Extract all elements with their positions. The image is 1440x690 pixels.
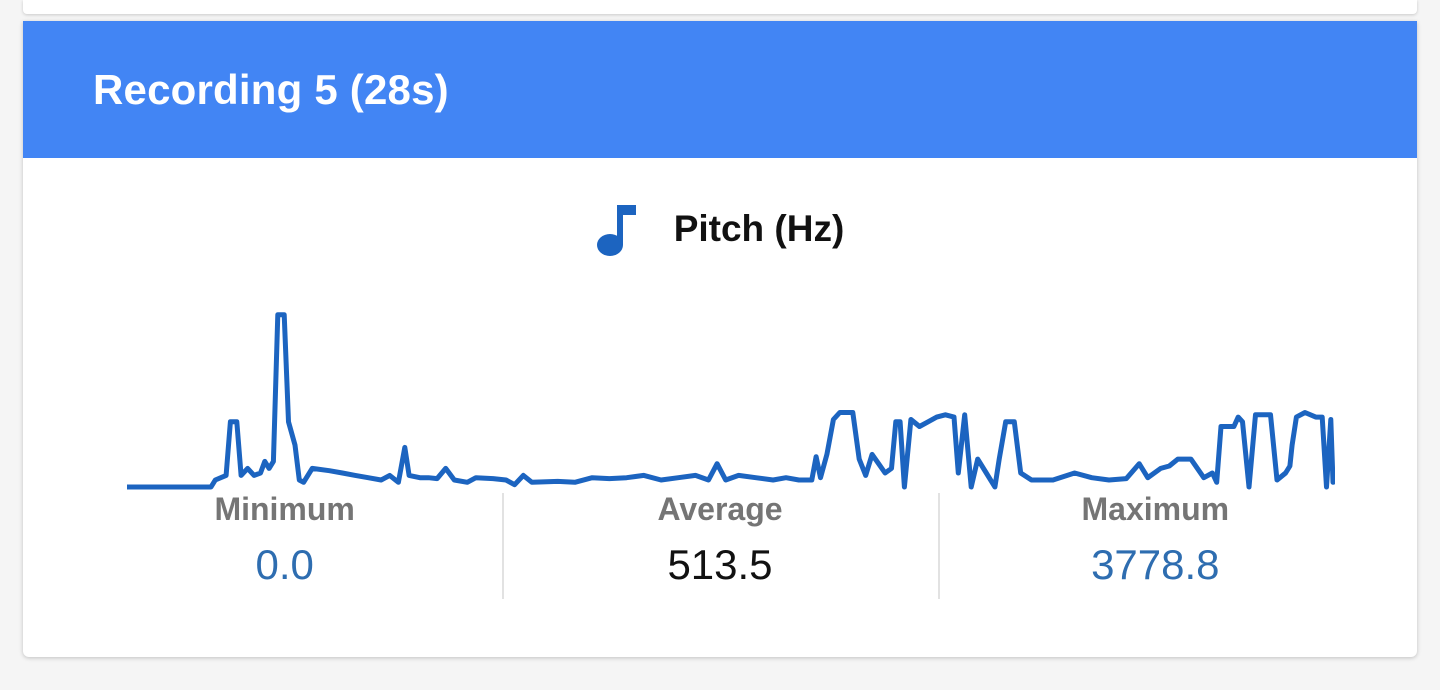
- recording-title: Recording 5 (28s): [93, 65, 449, 113]
- metric-heading: Pitch (Hz): [23, 199, 1417, 259]
- stats-row: Minimum 0.0 Average 513.5 Maximum 3778.8: [67, 491, 1373, 601]
- recording-card: Recording 5 (28s) Pitch (Hz) Minimum 0.0…: [23, 21, 1417, 657]
- stat-average: Average 513.5: [502, 491, 937, 601]
- stat-value-average: 513.5: [667, 541, 773, 588]
- pitch-chart: [127, 303, 1335, 493]
- stat-value-maximum: 3778.8: [1091, 541, 1220, 588]
- music-note-icon: [596, 201, 640, 257]
- stat-label: Maximum: [1081, 491, 1230, 527]
- pitch-chart-svg: [127, 312, 1335, 490]
- recording-header[interactable]: Recording 5 (28s): [23, 21, 1417, 158]
- stat-label: Minimum: [214, 491, 355, 527]
- stat-minimum: Minimum 0.0: [67, 491, 502, 601]
- metric-title: Pitch (Hz): [673, 208, 845, 249]
- previous-card-edge: [23, 0, 1417, 14]
- pitch-series-line: [127, 312, 1335, 490]
- stat-maximum: Maximum 3778.8: [937, 491, 1373, 601]
- stat-value-minimum: 0.0: [255, 541, 314, 588]
- stat-label: Average: [657, 491, 783, 527]
